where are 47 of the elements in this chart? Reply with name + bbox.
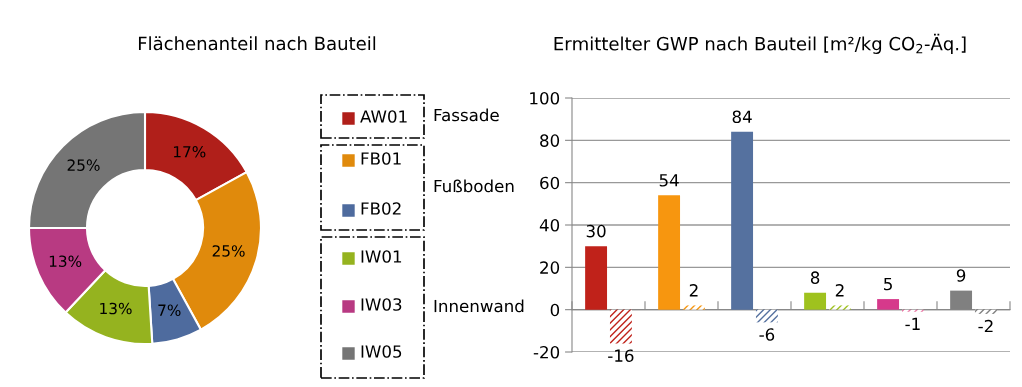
y-tick-label: 100 <box>530 91 560 105</box>
bar <box>901 309 924 312</box>
data-label: 30 <box>586 224 606 238</box>
legend-label: IW01 <box>361 250 402 263</box>
data-label: 5 <box>884 277 892 291</box>
data-label: 13% <box>49 255 82 267</box>
bar <box>658 195 681 310</box>
y-tick-label: 0 <box>550 303 560 317</box>
y-tick-label: 80 <box>540 134 560 147</box>
y-tick-label: 20 <box>540 261 560 274</box>
legend-label: AW01 <box>360 110 407 123</box>
data-label: 8 <box>810 271 820 284</box>
bar <box>755 309 778 323</box>
data-label: 54 <box>659 174 679 187</box>
data-label: 13% <box>100 302 132 315</box>
bar <box>585 246 608 310</box>
data-label: 25% <box>212 245 245 257</box>
data-label: 84 <box>732 110 752 124</box>
data-label: -16 <box>608 349 634 362</box>
data-label: 7% <box>158 304 181 316</box>
bar <box>877 299 900 310</box>
data-label: 9 <box>956 269 966 282</box>
bar <box>828 305 851 310</box>
data-label: -2 <box>978 319 993 333</box>
legend-label: IW05 <box>361 345 402 358</box>
bar <box>609 309 632 344</box>
text: Fußboden <box>434 179 514 193</box>
y-tick-label: 60 <box>540 176 560 190</box>
chart-title: Flächenanteil nach Bauteil <box>138 36 376 51</box>
legend-label: IW03 <box>361 298 402 311</box>
text: Fassade <box>434 108 499 122</box>
data-label: 2 <box>689 284 698 297</box>
bar <box>974 309 997 314</box>
data-label: 25% <box>67 159 100 171</box>
data-label: 2 <box>835 284 844 297</box>
bar <box>682 305 705 310</box>
text: Innenwand <box>434 299 524 313</box>
chart-title: Ermittelter GWP nach Bauteil [m²/kg CO$_{2}$-Äq.] <box>554 33 966 54</box>
data-label: -1 <box>905 317 920 330</box>
y-tick-label: 40 <box>539 218 560 232</box>
legend-label: FB02 <box>361 202 401 215</box>
data-label: 17% <box>173 145 206 158</box>
data-label: -6 <box>759 328 775 341</box>
legend-label: FB01 <box>361 152 401 165</box>
bar <box>731 131 754 310</box>
bar <box>804 292 827 310</box>
y-tick-label: -20 <box>533 345 560 359</box>
